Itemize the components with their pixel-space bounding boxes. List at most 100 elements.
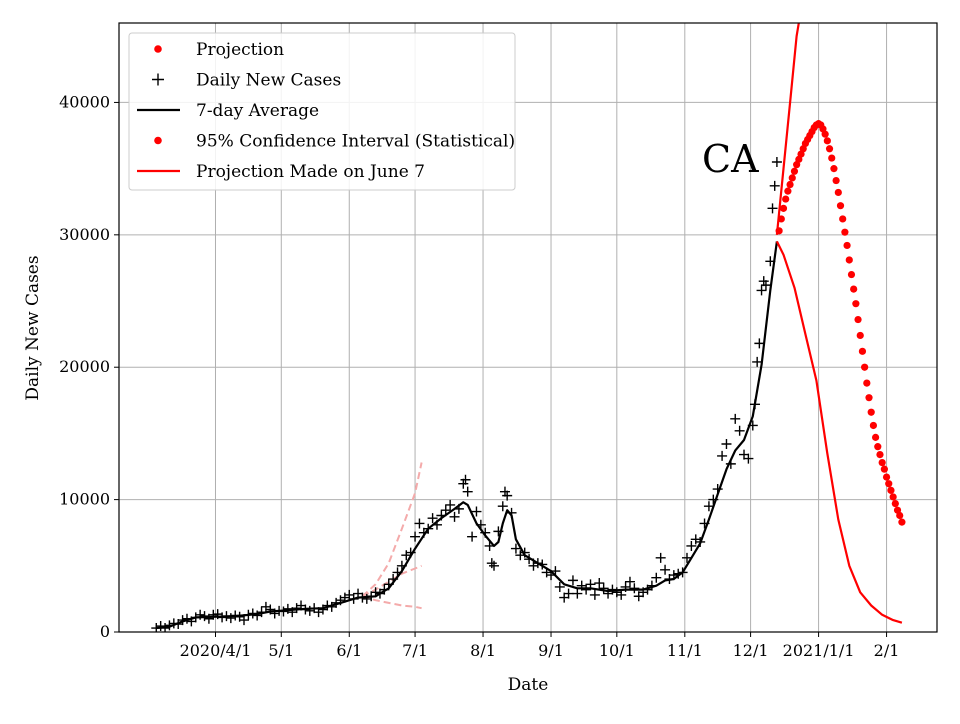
daily-new-cases-point: [721, 439, 732, 450]
daily-new-cases-point: [489, 560, 500, 571]
daily-new-cases-point: [756, 285, 767, 296]
daily-new-cases-point: [467, 531, 478, 542]
daily-new-cases-point: [717, 450, 728, 461]
projection-point: [782, 195, 790, 203]
projection-point: [885, 480, 893, 488]
daily-new-cases-point: [754, 338, 765, 349]
x-axis-label: Date: [508, 675, 549, 695]
daily-new-cases-point: [427, 513, 438, 524]
projection-point: [891, 499, 899, 508]
daily-new-cases-point: [655, 552, 666, 563]
june-7-projection-fan-lower-line: [362, 595, 422, 610]
legend-box: [128, 32, 516, 191]
x-tick-label: 10/1: [599, 641, 635, 660]
legend-plus-marker: [152, 73, 164, 86]
projection-point: [867, 408, 875, 416]
june-7-projection-fan-middle-line: [361, 564, 422, 598]
y-tick-label: 10000: [59, 490, 110, 509]
projection-point: [777, 215, 785, 223]
y-tick-label: 40000: [59, 92, 110, 111]
projection-point: [786, 180, 794, 189]
y-tick-label: 30000: [59, 225, 110, 244]
plot-area: [151, 23, 906, 632]
series-layer: [151, 23, 906, 632]
legend-label: Daily New Cases: [196, 71, 341, 91]
x-tick-label: 9/1: [538, 641, 564, 660]
95-confidence-interval-statistical-line: [775, 23, 800, 235]
daily-new-cases-point: [686, 540, 697, 551]
x-tick-label: 5/1: [268, 641, 294, 660]
projection-point: [839, 215, 847, 223]
projection-point: [898, 518, 906, 526]
projection-point: [865, 394, 873, 402]
daily-new-cases-point: [445, 499, 456, 510]
y-tick-label: 0: [100, 622, 110, 641]
daily-new-cases-point: [460, 474, 471, 485]
daily-new-cases-point: [651, 572, 662, 583]
x-tick-label: 2/1: [874, 641, 900, 660]
y-axis-label: Daily New Cases: [23, 255, 43, 400]
daily-new-cases-point: [449, 511, 460, 522]
projection-point: [852, 300, 860, 308]
legend-item-95-confidence-interval-statistical: 95% Confidence Interval (Statistical): [154, 132, 515, 152]
projection-point: [843, 241, 851, 250]
daily-new-cases-point: [554, 581, 565, 592]
daily-new-cases-point: [616, 589, 627, 600]
daily-new-cases-point: [567, 575, 578, 586]
7-day-average-line: [156, 241, 778, 630]
projection-point: [850, 285, 858, 293]
daily-new-cases-point: [760, 280, 771, 291]
projection-point: [784, 187, 792, 195]
daily-new-cases-point: [734, 425, 745, 436]
legend-item-7-day-average: 7-day Average: [137, 101, 319, 121]
daily-new-cases-point: [624, 576, 635, 587]
projection-point: [858, 347, 867, 355]
daily-new-cases-point: [743, 453, 754, 464]
projection-point: [821, 130, 829, 138]
legend-label: 7-day Average: [196, 101, 319, 121]
daily-new-cases-point: [410, 531, 421, 542]
projection-point: [836, 202, 845, 210]
projection-point: [779, 204, 788, 212]
x-tick-label: 7/1: [402, 641, 428, 660]
daily-new-cases-point: [440, 505, 451, 516]
projection-point: [880, 465, 888, 473]
projection-point: [896, 511, 904, 520]
projection-point: [887, 486, 895, 494]
projection-point: [832, 176, 840, 185]
legend-label: Projection: [196, 40, 284, 60]
june-7-projection-fan-upper-line: [361, 462, 423, 598]
daily-new-cases-point: [510, 543, 521, 554]
x-tick-label: 2020/4/1: [180, 641, 252, 660]
x-tick-label: 2021/1/1: [783, 641, 855, 660]
projection-point: [863, 379, 871, 387]
projection-point: [878, 458, 886, 467]
projection-point: [790, 167, 799, 175]
legend-item-projection: Projection: [154, 40, 284, 60]
daily-new-cases-point: [767, 203, 778, 214]
projection-point: [882, 473, 891, 481]
daily-new-cases-point: [769, 180, 780, 191]
projection-point: [845, 256, 853, 264]
daily-new-cases-point: [660, 564, 671, 575]
ticks: 2020/4/1 5/1 6/1 7/1 8/1 9/1 10/1 11/1 12/1 2021/…: [59, 92, 899, 660]
projection-point: [788, 174, 796, 182]
x-tick-label: 12/1: [733, 641, 769, 660]
daily-new-cases-point: [155, 621, 166, 632]
projection-point: [871, 433, 880, 441]
projection-point: [841, 228, 849, 236]
x-tick-label: 8/1: [470, 641, 496, 660]
region-annotation: CA: [702, 137, 759, 181]
daily-new-cases-point: [239, 615, 250, 626]
plot-frame: [118, 22, 938, 633]
daily-new-cases-point: [502, 490, 513, 501]
legend: Projection Daily New Cases 7-day Average 95…: [128, 32, 516, 191]
daily-new-cases-point: [730, 413, 741, 424]
y-tick-label: 20000: [59, 357, 110, 376]
daily-new-cases-point: [771, 157, 782, 168]
daily-new-cases-point: [462, 486, 473, 497]
daily-new-cases-point: [629, 583, 640, 594]
daily-new-cases-point: [471, 506, 482, 517]
